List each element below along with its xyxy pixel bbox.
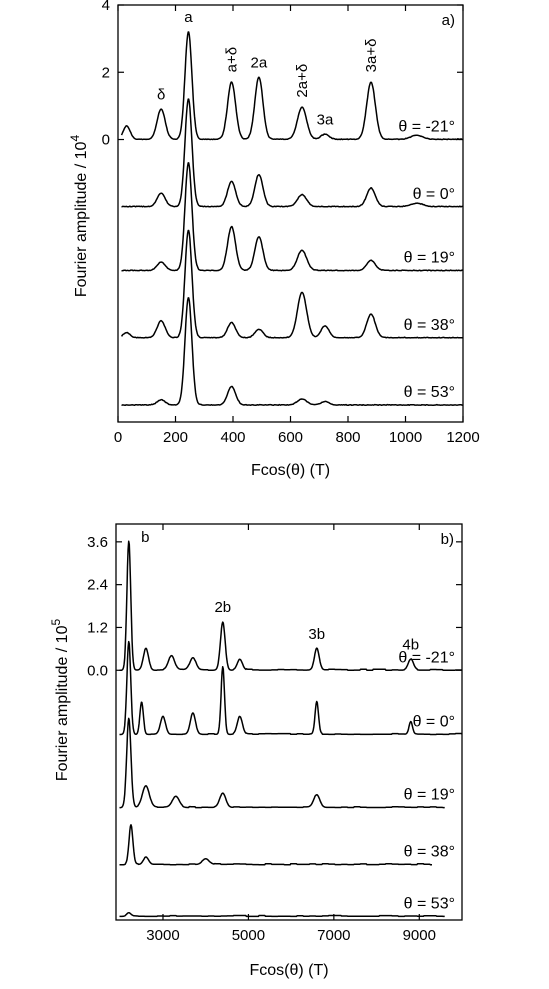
peak-label: 2b xyxy=(214,599,231,616)
y-tick-label: 2 xyxy=(102,64,110,81)
series-trace xyxy=(120,31,464,141)
x-tick-label: 3000 xyxy=(146,927,179,944)
x-tick-label: 1200 xyxy=(446,429,479,446)
series-label: θ = 38° xyxy=(404,844,455,861)
panel-b-chart: 3000 5000 7000 9000 0.0 1.2 2.4 3.6 Fcos(θ) (T) F… xyxy=(49,523,463,979)
peak-label: 3a+δ xyxy=(363,39,380,73)
panel-label: a) xyxy=(442,12,455,29)
y-tick-label: 1.2 xyxy=(87,619,108,636)
series-trace xyxy=(121,162,464,272)
peak-label: 4b xyxy=(402,637,419,654)
series-label: θ = 19° xyxy=(404,250,455,267)
peak-label: 3b xyxy=(308,626,325,643)
panel-a-chart: 0 200 400 600 800 1000 1200 0 2 4 Fcos(θ) (T) Fouri… xyxy=(68,0,480,479)
series-label: θ = 0° xyxy=(413,713,455,730)
x-tick-label: 1000 xyxy=(389,429,422,446)
peak-label: a+δ xyxy=(224,47,241,72)
x-tick-label: 5000 xyxy=(232,927,265,944)
panel-label: b) xyxy=(441,531,454,548)
y-axis-label: Fourier amplitude / 105 xyxy=(49,619,71,782)
peak-label: 2a xyxy=(251,54,268,71)
peak-label: b xyxy=(141,529,149,546)
peak-label: 3a xyxy=(317,111,334,128)
series-label: θ = 53° xyxy=(404,384,455,401)
x-tick-label: 400 xyxy=(220,429,245,446)
y-axis-label: Fourier amplitude / 104 xyxy=(68,135,90,298)
plot-frame xyxy=(115,523,463,921)
series-trace xyxy=(119,540,463,671)
series-label: θ = -21° xyxy=(398,649,455,666)
peak-label: a xyxy=(184,9,193,26)
x-tick-label: 800 xyxy=(335,429,360,446)
plot-frame xyxy=(117,4,464,423)
x-axis-label: Fcos(θ) (T) xyxy=(249,962,328,979)
series-trace xyxy=(119,824,433,866)
series-trace xyxy=(119,717,445,809)
x-tick-label: 0 xyxy=(114,429,122,446)
y-tick-label: 0.0 xyxy=(87,662,108,679)
y-tick-label: 3.6 xyxy=(87,534,108,551)
series-label: θ = 19° xyxy=(404,787,455,804)
x-tick-label: 7000 xyxy=(317,927,350,944)
series-trace xyxy=(121,98,464,208)
series-trace xyxy=(119,911,445,918)
peak-label: δ xyxy=(157,86,165,103)
y-tick-label: 4 xyxy=(102,0,110,14)
series-label: θ = 0° xyxy=(413,186,455,203)
peak-label: 2a+δ xyxy=(294,64,311,98)
x-axis-label: Fcos(θ) (T) xyxy=(251,462,330,479)
x-tick-label: 600 xyxy=(278,429,303,446)
series-label: θ = -21° xyxy=(398,119,455,136)
series-trace xyxy=(120,229,464,339)
series-trace xyxy=(121,297,464,406)
x-tick-label: 200 xyxy=(163,429,188,446)
series-label: θ = 53° xyxy=(404,895,455,912)
y-tick-label: 2.4 xyxy=(87,577,108,594)
series-trace xyxy=(119,640,463,736)
x-tick-label: 9000 xyxy=(403,927,436,944)
series-label: θ = 38° xyxy=(404,317,455,334)
y-tick-label: 0 xyxy=(102,132,110,149)
